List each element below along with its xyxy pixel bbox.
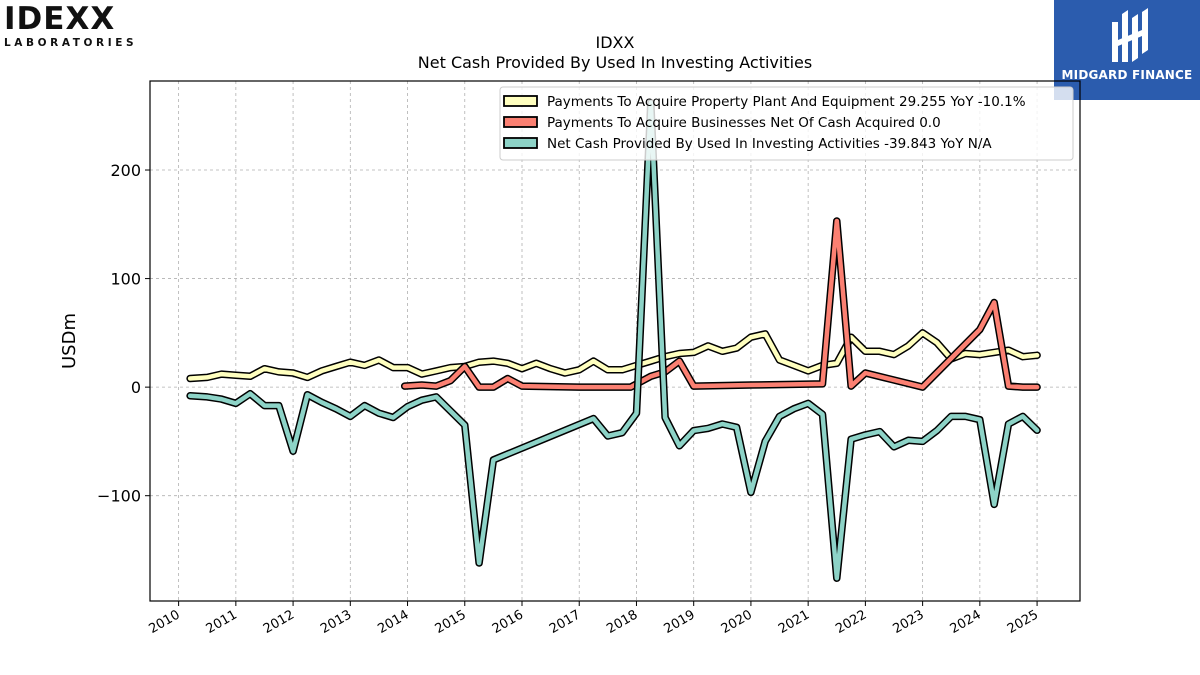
x-tick-label: 2014 bbox=[375, 607, 411, 637]
legend-label: Payments To Acquire Property Plant And E… bbox=[547, 94, 1026, 110]
series-line bbox=[187, 330, 1040, 381]
y-tick-label: 100 bbox=[110, 270, 141, 289]
plot-frame bbox=[149, 80, 1081, 602]
x-tick-label: 2013 bbox=[318, 607, 354, 637]
x-tick-label: 2016 bbox=[490, 607, 526, 637]
legend-swatch bbox=[503, 137, 538, 149]
legend-swatch bbox=[503, 95, 538, 107]
x-tick-label: 2021 bbox=[776, 607, 812, 637]
y-tick-label: 0 bbox=[131, 378, 141, 397]
y-axis-label: USDm bbox=[59, 313, 80, 369]
midgard-logo-text: MIDGARD FINANCE bbox=[1061, 68, 1193, 82]
x-tick-label: 2020 bbox=[719, 607, 755, 637]
x-tick-label: 2010 bbox=[146, 607, 182, 637]
series-lines bbox=[186, 98, 1041, 582]
x-tick-label: 2019 bbox=[662, 607, 698, 637]
idexx-logo-subtitle: LABORATORIES bbox=[4, 37, 138, 49]
legend-label: Net Cash Provided By Used In Investing A… bbox=[547, 136, 992, 152]
x-tick-label: 2023 bbox=[890, 607, 926, 637]
legend-box bbox=[499, 86, 1074, 161]
chart-title: IDXX bbox=[596, 33, 635, 52]
midgard-emblem-icon bbox=[1112, 8, 1148, 62]
midgard-finance-logo: MIDGARD FINANCE bbox=[1054, 0, 1200, 100]
x-tick-label: 2024 bbox=[948, 607, 984, 637]
x-tick-label: 2025 bbox=[1005, 607, 1041, 637]
legend-swatch bbox=[503, 116, 538, 128]
x-tick-label: 2022 bbox=[833, 607, 869, 637]
x-tick-label: 2018 bbox=[604, 607, 640, 637]
y-tick-label: 200 bbox=[110, 161, 141, 180]
idexx-logo-word: IDEXX bbox=[4, 1, 116, 37]
legend-label: Payments To Acquire Businesses Net Of Ca… bbox=[547, 115, 941, 131]
x-tick-label: 2015 bbox=[433, 607, 469, 637]
x-tick-label: 2017 bbox=[547, 607, 583, 637]
idexx-logo: IDEXX LABORATORIES bbox=[4, 4, 154, 50]
series-line bbox=[187, 100, 1040, 581]
series-line bbox=[402, 218, 1040, 390]
y-tick-label: −100 bbox=[97, 487, 141, 506]
x-tick-label: 2012 bbox=[261, 607, 297, 637]
x-tick-label: 2011 bbox=[204, 607, 240, 637]
legend: Payments To Acquire Property Plant And E… bbox=[499, 86, 1074, 161]
chart-subtitle: Net Cash Provided By Used In Investing A… bbox=[418, 53, 812, 72]
